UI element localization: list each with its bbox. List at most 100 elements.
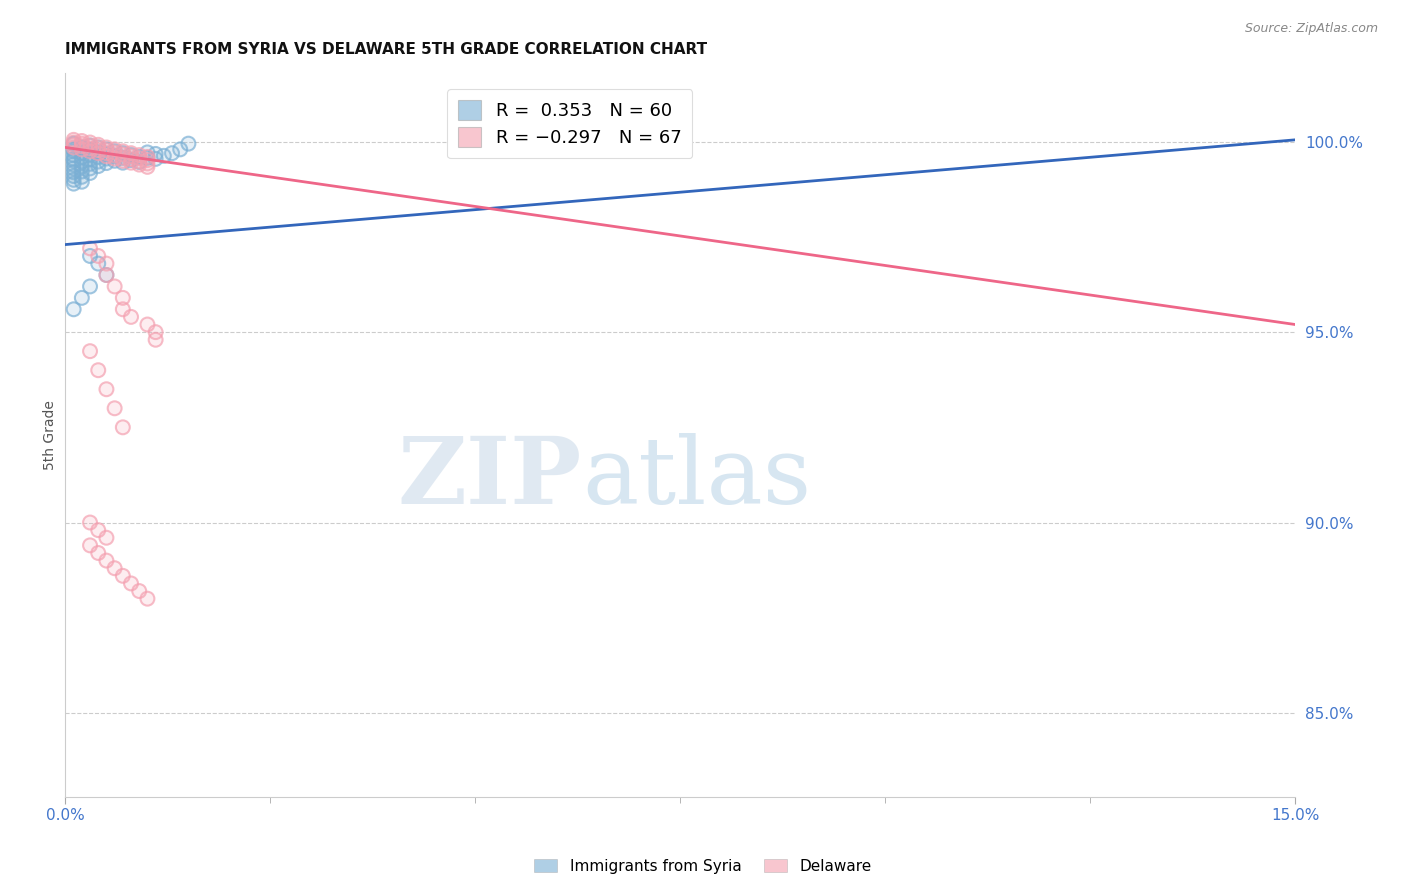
Point (70, 150, 93, 164)
Point (79, 138, 101, 153)
Point (87, 154, 110, 169)
Point (70, 146, 93, 161)
Point (136, 318, 159, 332)
Point (104, 279, 127, 293)
Point (79, 136, 101, 150)
Point (87, 137, 110, 152)
Point (104, 561, 127, 575)
Point (96, 268, 118, 282)
Point (145, 325, 167, 339)
Point (96, 142, 118, 156)
Point (96, 257, 118, 271)
Text: ZIP: ZIP (398, 434, 582, 524)
Point (62, 161, 84, 176)
Point (111, 569, 134, 583)
Point (96, 152, 118, 166)
Point (96, 140, 118, 154)
Point (136, 153, 159, 167)
Point (111, 151, 134, 165)
Point (62, 152, 84, 166)
Point (70, 139, 93, 153)
Point (96, 268, 118, 282)
Point (62, 142, 84, 156)
Point (70, 164, 93, 178)
Point (70, 291, 93, 305)
Point (128, 158, 150, 172)
Point (136, 591, 159, 606)
Point (104, 145, 127, 159)
Point (96, 531, 118, 545)
Point (104, 142, 127, 156)
Point (87, 159, 110, 173)
Point (128, 154, 150, 169)
Point (128, 150, 150, 164)
Point (87, 140, 110, 154)
Point (111, 155, 134, 169)
Point (96, 146, 118, 161)
Point (96, 143, 118, 157)
Point (136, 145, 159, 160)
Point (79, 143, 101, 157)
Point (111, 291, 134, 305)
Point (111, 302, 134, 317)
Point (128, 155, 150, 169)
Point (136, 318, 159, 332)
Point (111, 146, 134, 161)
Point (62, 161, 84, 176)
Point (111, 302, 134, 317)
Point (79, 538, 101, 552)
Point (96, 156, 118, 170)
Point (70, 169, 93, 184)
Point (87, 523, 110, 537)
Point (96, 553, 118, 567)
Point (111, 420, 134, 434)
Point (104, 153, 127, 168)
Point (62, 173, 84, 187)
Point (104, 149, 127, 163)
Point (87, 146, 110, 161)
Point (120, 576, 142, 591)
Point (104, 152, 127, 166)
Point (79, 166, 101, 180)
Point (70, 134, 93, 148)
Point (136, 153, 159, 167)
Point (96, 268, 118, 282)
Point (128, 584, 150, 599)
Point (62, 153, 84, 168)
Point (111, 145, 134, 159)
Point (70, 140, 93, 154)
Point (120, 146, 142, 161)
Point (136, 160, 159, 174)
Point (79, 241, 101, 255)
Point (70, 154, 93, 169)
Legend: R =  0.353   N = 60, R = −0.297   N = 67: R = 0.353 N = 60, R = −0.297 N = 67 (447, 89, 692, 158)
Point (111, 147, 134, 161)
Point (136, 591, 159, 606)
Point (111, 153, 134, 168)
Point (120, 149, 142, 163)
Point (111, 153, 134, 168)
Point (62, 302, 84, 317)
Point (70, 134, 93, 148)
Point (62, 137, 84, 152)
Point (79, 147, 101, 161)
Point (62, 136, 84, 150)
Y-axis label: 5th Grade: 5th Grade (44, 400, 58, 470)
Point (128, 148, 150, 162)
Point (62, 133, 84, 147)
Point (87, 159, 110, 173)
Point (136, 150, 159, 164)
Point (111, 145, 134, 159)
Point (79, 249, 101, 263)
Point (79, 138, 101, 153)
Point (96, 143, 118, 157)
Point (111, 420, 134, 434)
Point (104, 145, 127, 159)
Point (87, 140, 110, 154)
Point (62, 148, 84, 162)
Point (169, 142, 191, 156)
Point (120, 153, 142, 167)
Point (62, 169, 84, 183)
Text: atlas: atlas (582, 434, 811, 524)
Point (62, 152, 84, 166)
